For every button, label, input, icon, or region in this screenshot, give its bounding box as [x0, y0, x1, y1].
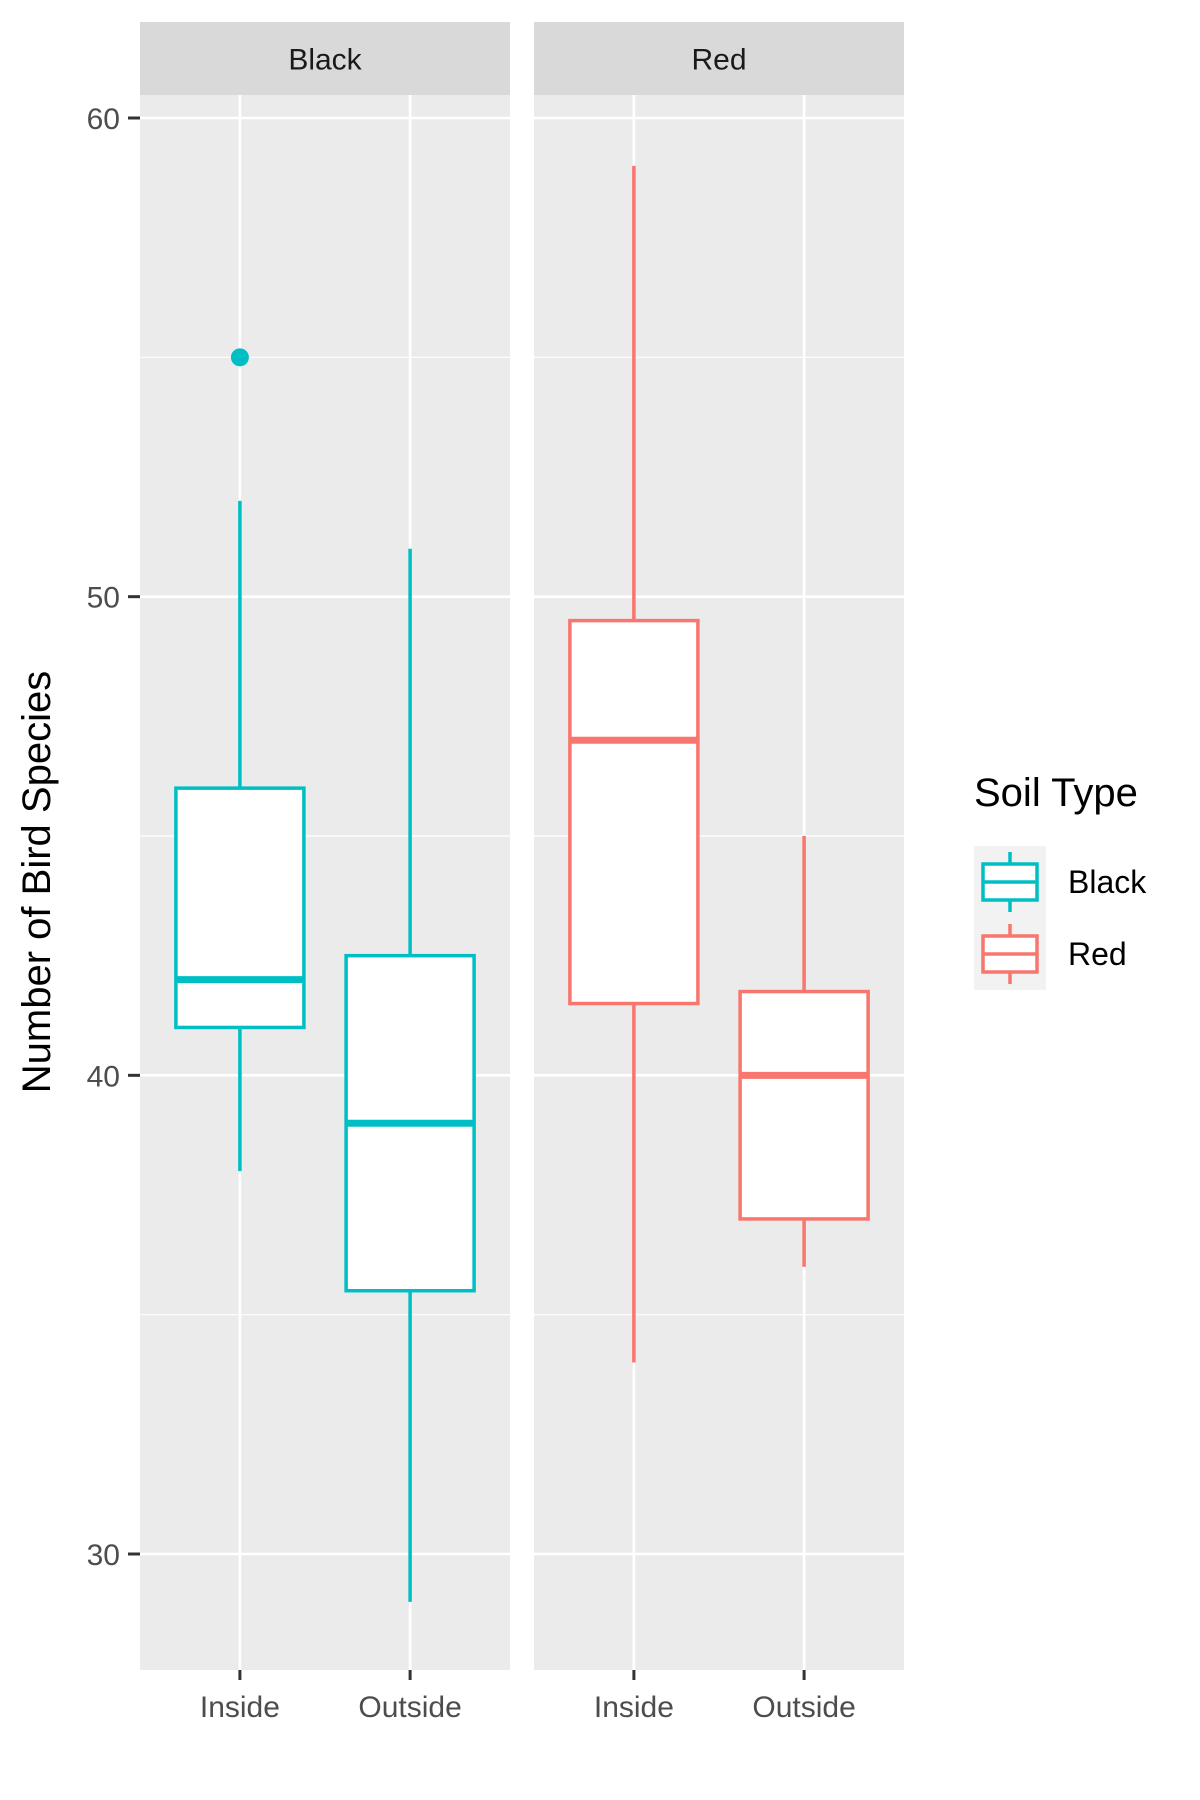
box-black-inside	[174, 348, 306, 1172]
outlier-point	[230, 348, 249, 367]
box-red-inside	[568, 165, 700, 1363]
y-tick-label: 40	[87, 1060, 120, 1093]
legend-label: Red	[1068, 936, 1127, 972]
legend-entry-red: Red	[974, 918, 1127, 990]
legend: Soil Type Black Red	[974, 771, 1147, 990]
legend-label: Black	[1068, 864, 1147, 900]
y-tick-label: 30	[87, 1539, 120, 1572]
y-tick-label: 60	[87, 103, 120, 136]
legend-title: Soil Type	[974, 771, 1138, 815]
box-body	[174, 786, 306, 1030]
x-tick-label: Outside	[752, 1691, 855, 1724]
facet-panel-red: Red Inside Outside	[534, 22, 904, 1724]
facet-strip-label: Red	[691, 44, 746, 77]
box-black-outside	[344, 548, 476, 1602]
facet-strip	[534, 22, 904, 95]
facet-strip-label: Black	[288, 44, 362, 77]
y-tick-label: 50	[87, 582, 120, 615]
legend-entry-black: Black	[974, 846, 1147, 918]
x-tick-label: Inside	[594, 1691, 674, 1724]
x-tick-label: Inside	[200, 1691, 280, 1724]
box-body	[738, 989, 870, 1221]
facets-layer: Black Inside Outside Red Inside Outside	[140, 22, 904, 1724]
y-axis-title: Number of Bird Species	[15, 671, 59, 1093]
x-tick-label: Outside	[358, 1691, 461, 1724]
facet-panel-black: Black Inside Outside	[140, 22, 510, 1724]
box-body	[568, 618, 700, 1006]
facet-strip	[140, 22, 510, 95]
y-axis: 30 40 50 60	[87, 103, 140, 1572]
box-red-outside	[738, 836, 870, 1267]
